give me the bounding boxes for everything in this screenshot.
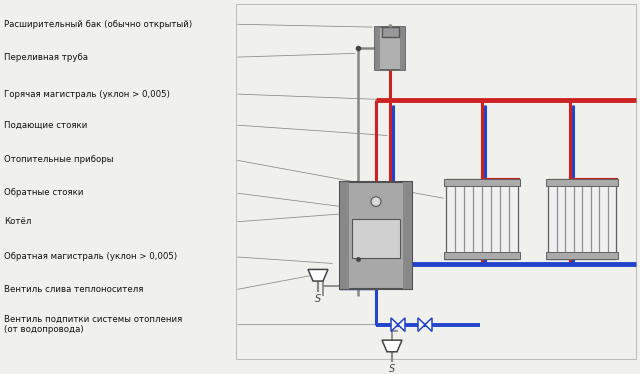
Bar — [403, 182, 412, 289]
Polygon shape — [308, 269, 328, 281]
Polygon shape — [391, 318, 398, 331]
Text: Отопительные приборы: Отопительные приборы — [4, 156, 113, 165]
Polygon shape — [425, 318, 432, 331]
Polygon shape — [398, 318, 405, 331]
Text: Котёл: Котёл — [4, 217, 31, 226]
Bar — [375, 27, 380, 70]
Text: Переливная труба: Переливная труба — [4, 53, 88, 62]
Bar — [236, 4, 636, 359]
Bar — [444, 252, 520, 259]
Circle shape — [371, 197, 381, 206]
Text: Обратные стояки: Обратные стояки — [4, 188, 83, 197]
Bar — [340, 182, 412, 289]
Bar — [444, 179, 520, 186]
Text: S: S — [389, 364, 395, 374]
Bar — [400, 27, 405, 70]
Bar — [546, 179, 618, 186]
Text: Вентиль подпитки системы отопления
(от водопровода): Вентиль подпитки системы отопления (от в… — [4, 315, 182, 334]
Polygon shape — [382, 340, 402, 352]
Bar — [375, 27, 405, 70]
Text: Вентиль слива теплоносителя: Вентиль слива теплоносителя — [4, 285, 143, 294]
Text: Подающие стояки: Подающие стояки — [4, 120, 88, 129]
Bar — [446, 179, 518, 259]
Bar — [546, 252, 618, 259]
Text: Расширительный бак (обычно открытый): Расширительный бак (обычно открытый) — [4, 20, 192, 29]
Bar — [382, 27, 399, 37]
Polygon shape — [418, 318, 425, 331]
Text: Обратная магистраль (уклон > 0,005): Обратная магистраль (уклон > 0,005) — [4, 252, 177, 261]
Text: S: S — [315, 294, 321, 304]
Bar — [352, 219, 400, 258]
Bar — [548, 179, 616, 259]
Bar — [340, 182, 349, 289]
Text: Горячая магистраль (уклон > 0,005): Горячая магистраль (уклон > 0,005) — [4, 89, 170, 98]
